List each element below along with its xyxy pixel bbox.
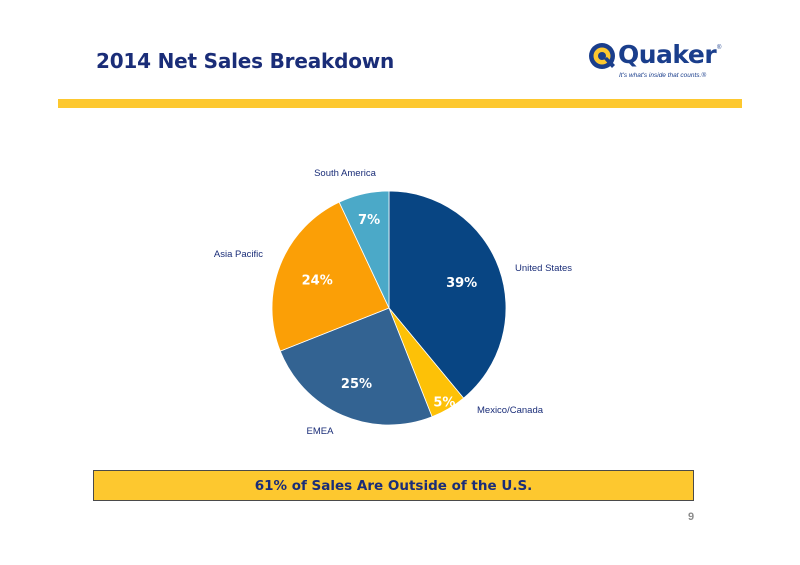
quaker-logo: Quaker ® It's what's inside that counts.…	[588, 40, 728, 84]
logo-tagline: It's what's inside that counts.®	[619, 72, 707, 79]
quaker-q-icon	[589, 43, 615, 69]
pie-percent-label-asia-pacific: 24%	[302, 274, 333, 289]
pie-percent-label-south-america: 7%	[358, 213, 380, 228]
pie-slice-emea	[279, 307, 433, 426]
slide-title: 2014 Net Sales Breakdown	[96, 49, 395, 73]
pie-slice-asia-pacific	[271, 201, 390, 352]
pie-category-label-mexico-canada: Mexico/Canada	[477, 405, 544, 416]
title-rule	[58, 99, 742, 108]
callout-box: 61% of Sales Are Outside of the U.S.	[93, 470, 694, 501]
pie-category-label-emea: EMEA	[307, 426, 335, 437]
pie-slice-united-states	[388, 190, 507, 399]
callout-text: 61% of Sales Are Outside of the U.S.	[254, 477, 533, 494]
pie-percent-label-united-states: 39%	[446, 276, 477, 291]
pie-category-label-asia-pacific: Asia Pacific	[214, 249, 263, 260]
page-number: 9	[688, 511, 695, 523]
pie-percent-label-emea: 25%	[341, 377, 372, 392]
pie-slice-south-america	[338, 190, 390, 309]
logo-wordmark: Quaker	[618, 40, 717, 69]
pie-percent-label-mexico-canada: 5%	[433, 396, 455, 411]
pie-category-label-united-states: United States	[515, 263, 572, 274]
pie-category-label-south-america: South America	[314, 168, 376, 179]
logo-registered: ®	[717, 45, 722, 51]
